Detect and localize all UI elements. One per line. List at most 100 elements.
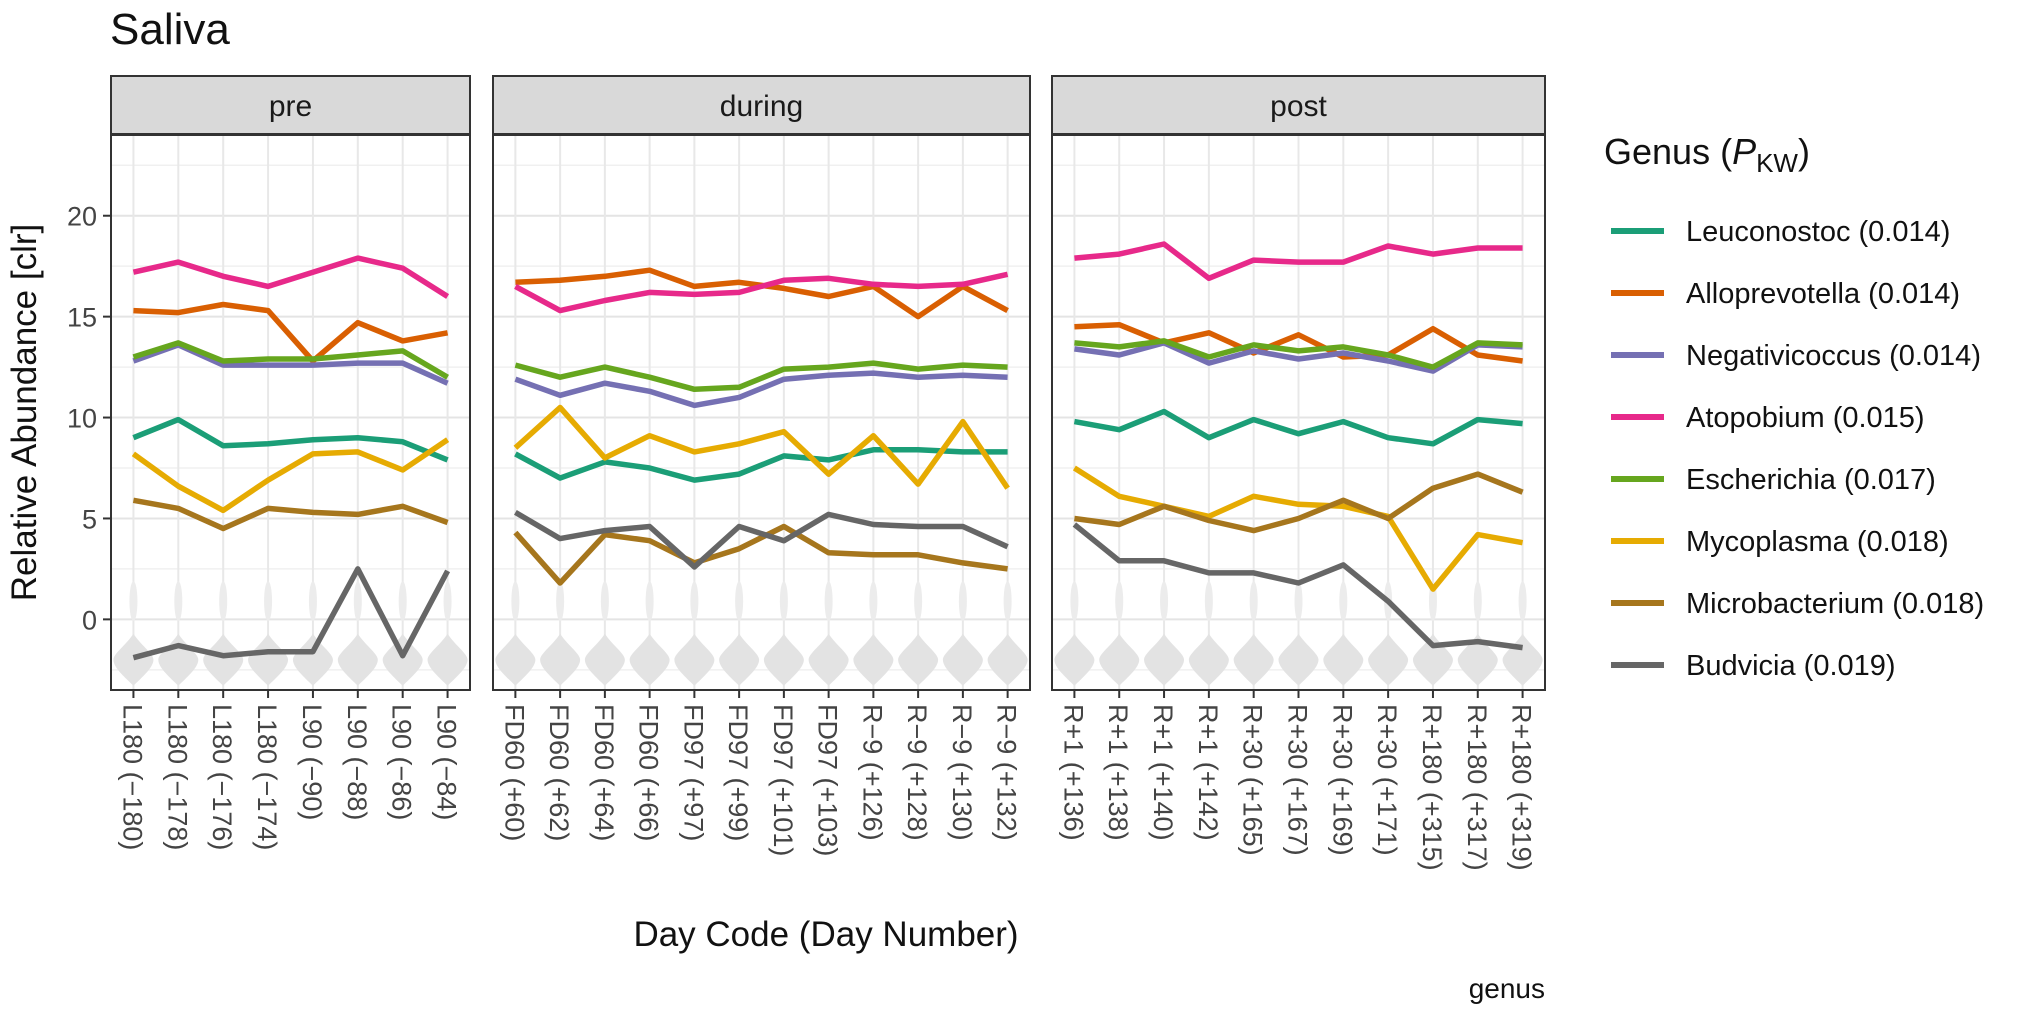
violin-tail [824,581,833,622]
y-tick-label: 10 [67,404,97,434]
y-axis-title: Relative Abundance [clr] [5,224,44,601]
x-tick-label: R+1 (+138) [1103,704,1133,841]
x-tick-label: L180 (−178) [162,704,192,850]
x-tick-label: FD60 (+64) [589,704,619,841]
violin-shape [203,633,244,686]
strip-background [1051,75,1546,135]
legend-item-label: Escherichia (0.017) [1686,464,1936,496]
legend-title: Genus (PKW) [1604,131,1810,178]
violin-shape [1278,633,1319,686]
violin-tail [1249,581,1258,622]
series-line-leuconostoc-pre [132,416,449,463]
violin-shape [1099,633,1140,686]
strip-background [492,75,1031,135]
x-tick-label: L90 (−90) [297,704,327,820]
violin-tail [1003,581,1012,622]
strip-label-pre: pre [269,90,312,123]
x-tick-label: FD97 (+99) [723,704,753,841]
violin-tail [914,581,923,622]
facet-panels: pre L180 (−180) L180 (−178) L180 (−176) L180… [67,75,1546,871]
violin-tail [690,581,699,622]
violin-shape [337,633,378,686]
violin-shape [898,633,939,686]
violin-shape [1368,633,1409,686]
violin-tail [1294,581,1303,622]
strip-label-post: post [1270,90,1327,123]
series-line-leuconostoc-during [514,447,1008,483]
violin-tail [1518,581,1527,622]
series-line-budvicia-post [1072,522,1523,651]
panel-post: post R+1 (+136) R+1 (+138) R+1 (+140) R+1 (+… [1051,75,1546,871]
series-line-escherichia-post [1074,338,1523,370]
series-line-atopobium-pre [132,255,450,299]
violin-tail [958,581,967,622]
violin-tail [1160,581,1169,622]
x-tick-label: R+1 (+142) [1193,704,1223,841]
x-tick-label: R+180 (+315) [1417,704,1447,871]
legend-item-label: Negativicoccus (0.014) [1686,340,1981,372]
violin-shape [1233,633,1274,686]
y-tick-label: 0 [82,605,97,635]
violin-shape [942,633,983,686]
series-line-mycoplasma-post [1072,465,1524,592]
x-tick-label: R−9 (+132) [992,704,1022,841]
series-line-atopobium-during [514,271,1009,314]
violin-tail [869,581,878,622]
x-axis-title: Day Code (Day Number) [633,915,1018,954]
violin-shape [540,633,581,686]
violin-shape [1323,633,1364,686]
violin-shape [584,633,625,686]
caption: genus [1469,973,1545,1004]
legend-title-close: ) [1798,131,1810,172]
x-tick-label: R+180 (+319) [1507,704,1537,871]
legend-title-main: Genus ( [1604,131,1732,172]
violin-shape [1457,633,1498,686]
violin-shape [808,633,849,686]
violin-shape [1144,633,1185,686]
x-tick-label: R+30 (+171) [1372,704,1402,856]
strip-background [110,75,471,135]
legend-item-label: Mycoplasma (0.018) [1686,526,1949,558]
x-tick-label: R−9 (+128) [902,704,932,841]
panel-background [111,135,470,690]
series-line-leuconostoc-post [1073,408,1523,447]
series-line-budvicia-during [514,510,1009,570]
violin-tail [129,581,138,622]
series-line-negativicoccus-post [1074,340,1523,374]
series-line-negativicoccus-during [514,370,1008,409]
violin-tail [398,581,407,622]
violin-tail [556,581,565,622]
x-tick-label: R+30 (+167) [1283,704,1313,856]
x-tick-label: R−9 (+130) [947,704,977,841]
plot-title: Saliva [110,5,230,54]
violin-shape [1054,633,1095,686]
legend-item-label: Alloprevotella (0.014) [1686,278,1960,310]
violin-shape [495,633,536,686]
y-tick-label: 20 [67,202,97,232]
x-tick-label: L90 (−84) [432,704,462,820]
series-line-alloprevotella-post [1074,321,1523,364]
x-tick-label: L180 (−174) [252,704,282,850]
strip-label-during: during [720,90,803,123]
violin-tail [353,581,362,622]
series-line-mycoplasma-pre [131,437,450,514]
violin-shape [1188,633,1229,686]
x-tick-label: R−9 (+126) [857,704,887,841]
x-tick-label: FD97 (+101) [768,704,798,856]
violin-tail [1115,581,1124,622]
x-tick-label: L180 (−176) [207,704,237,850]
x-tick-label: R+1 (+140) [1148,704,1178,841]
panel-pre: pre L180 (−180) L180 (−178) L180 (−176) L180… [67,75,471,850]
x-tick-label: R+30 (+165) [1238,704,1268,856]
violin-tail [1339,581,1348,622]
violin-shape [853,633,894,686]
legend: Genus (PKW) Leuconostoc (0.014) Alloprevo… [1604,131,1984,682]
legend-title-subscript: KW [1756,148,1798,178]
violin-shape [248,633,289,686]
violin-tail [174,581,183,622]
x-tick-label: FD97 (+103) [813,704,843,856]
series-line-escherichia-pre [132,340,449,380]
x-tick-label: FD60 (+60) [499,704,529,841]
series-line-escherichia-during [514,360,1008,393]
violin-tail [1204,581,1213,622]
